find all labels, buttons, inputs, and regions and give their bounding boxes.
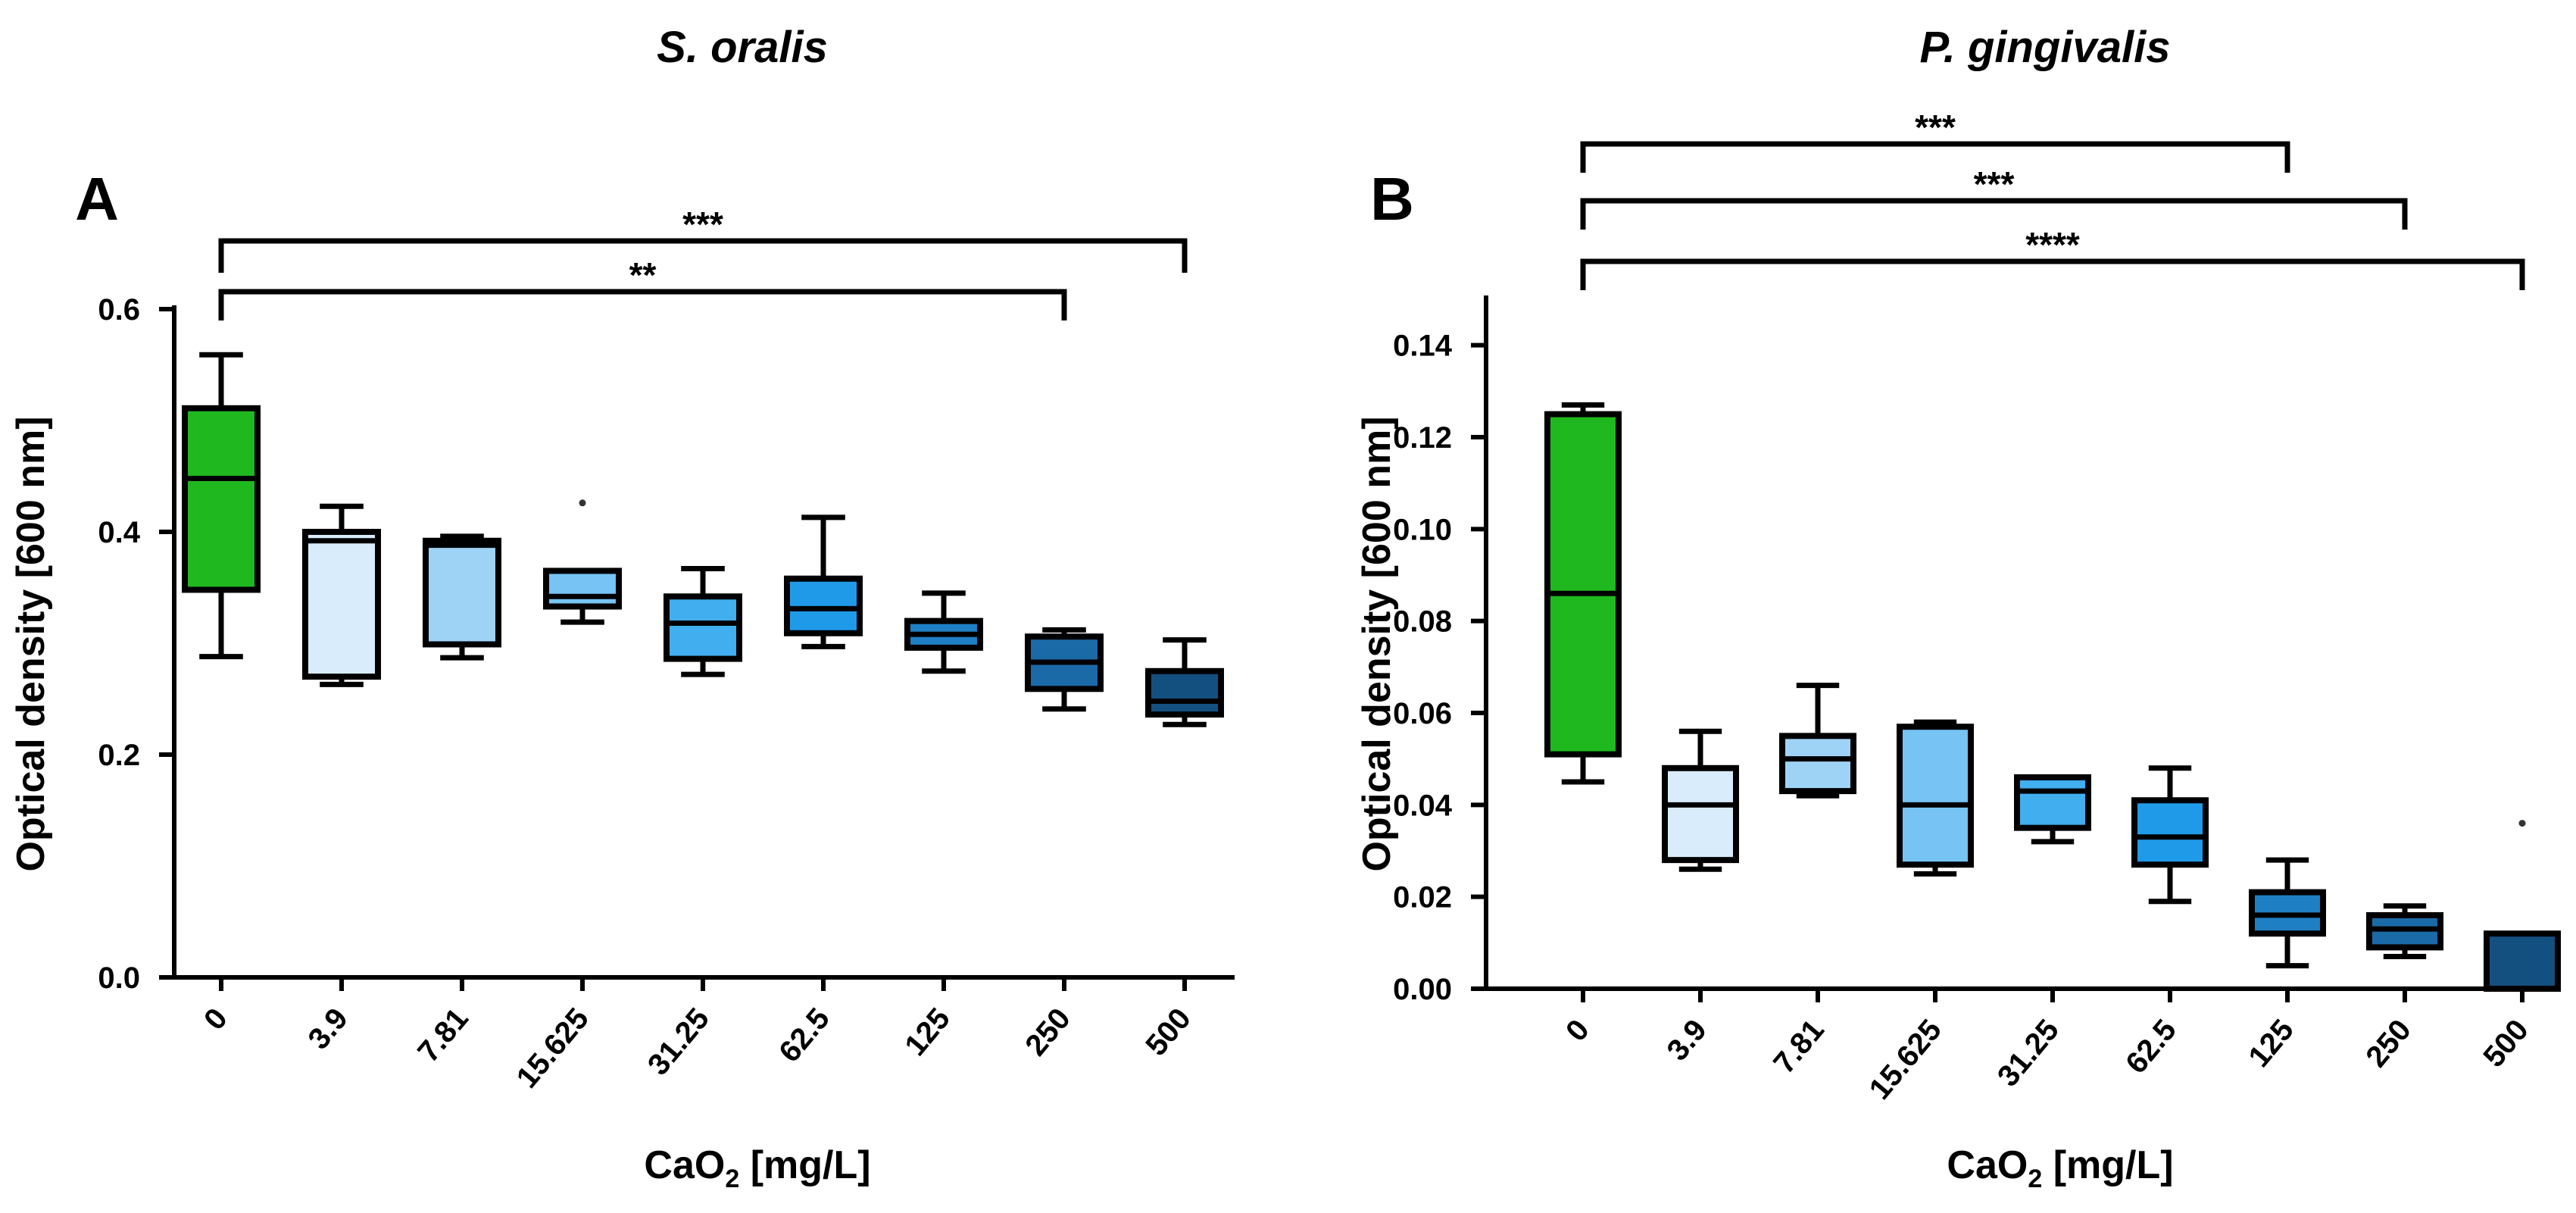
iqr-box [2131,797,2209,868]
panel-letter: B [1370,165,1414,233]
x-tick-label: 31.25 [642,1002,716,1082]
x-tick-label: 0 [1560,1014,1596,1048]
box-0: 0 [1544,402,1622,1048]
iqr-box [543,567,622,610]
significance-bracket: *** [1580,164,2408,230]
iqr-box [1897,724,1974,868]
iqr-box [2014,774,2091,831]
y-tick-label: 0.02 [1393,881,1452,914]
x-tick-label: 3.9 [1660,1014,1713,1068]
x-axis-label-subscript: 2 [2028,1165,2042,1193]
x-tick-label: 500 [2477,1014,2535,1074]
x-tick-label: 7.81 [1767,1014,1831,1080]
significance-label: *** [682,205,723,244]
iqr-box [1779,733,1856,795]
x-axis-label-unit: [mg/L] [2042,1143,2173,1187]
iqr-box [1145,667,1224,718]
x-axis-label-subscript: 2 [725,1165,739,1193]
box-31.25: 31.25 [1991,774,2091,1093]
chart-title: S. oralis [657,23,828,72]
x-axis-label: CaO2 [mg/L] [644,1143,870,1193]
box-250: 250 [1019,627,1104,1062]
bracket-line [218,289,1067,320]
y-tick-label: 0.0 [98,961,140,995]
y-tick-label: 0.04 [1393,789,1453,822]
x-tick-label: 7.81 [411,1002,475,1069]
box-250: 250 [2359,903,2443,1074]
iqr-box [1544,411,1622,758]
x-tick-label: 500 [1139,1002,1197,1062]
box-62.5: 62.5 [773,514,863,1069]
x-tick-label: 31.25 [1991,1014,2065,1093]
x-tick-label: 15.625 [1863,1014,1948,1106]
x-tick-label: 15.625 [511,1002,595,1095]
x-axis-label: CaO2 [mg/L] [1947,1143,2173,1193]
y-tick-label: 0.14 [1393,330,1453,363]
iqr-box [423,537,501,648]
y-tick-label: 0.08 [1393,605,1452,639]
significance-label: **** [2025,225,2080,264]
y-axis-label: Optical density [600 nm] [9,416,53,871]
box-0: 0 [182,352,261,1036]
box-15.625: 15.625 [1863,719,1974,1106]
panel-letter: A [75,165,119,233]
y-tick-label: 0.00 [1393,973,1452,1006]
x-tick-label: 62.5 [773,1002,836,1069]
significance-label: *** [1974,164,2015,204]
box-500: 500 [1139,637,1224,1062]
iqr-box [784,575,863,636]
x-axis-label-base: CaO [644,1143,725,1187]
iqr-box [302,529,381,680]
box-62.5: 62.5 [2119,765,2209,1080]
iqr-box [2484,930,2561,992]
x-tick-label: 0 [198,1002,234,1036]
outlier-point [579,499,586,507]
significance-label: ** [629,255,657,295]
y-tick-label: 0.10 [1393,513,1452,546]
significance-bracket: *** [1580,108,2290,173]
y-tick-label: 0.4 [98,516,140,549]
x-tick-label: 62.5 [2119,1014,2183,1080]
y-tick-label: 0.6 [98,293,140,327]
bracket-line [1580,258,2525,290]
iqr-box [182,405,261,593]
x-tick-label: 250 [2359,1014,2418,1074]
x-tick-label: 250 [1019,1002,1077,1062]
significance-bracket: ** [218,255,1067,320]
panel-b: P. gingivalis B 0.00 0.02 0.04 0.06 0.08 0.10 0.… [1355,23,2561,1193]
significance-label: *** [1915,108,1956,147]
chart-title: P. gingivalis [1920,23,2171,72]
x-axis-label-unit: [mg/L] [739,1143,870,1187]
box-7.81: 7.81 [1767,683,1856,1080]
box-125: 125 [2242,857,2326,1074]
x-axis-label-base: CaO [1947,1143,2028,1187]
bracket-line [1580,141,2290,173]
box-500: 500 [2477,820,2561,1074]
iqr-box [664,593,742,662]
bracket-line [218,238,1188,273]
x-tick-label: 125 [898,1002,957,1062]
bracket-line [1580,198,2408,230]
box-125: 125 [898,590,983,1062]
box-3.9: 3.9 [301,503,381,1056]
y-tick-label: 0.12 [1393,421,1452,455]
y-tick-label: 0.2 [98,739,140,772]
significance-bracket: **** [1580,225,2525,290]
panel-a: S. oralis A 0.0 0.2 0.4 0.6 Optical density [6… [9,23,1235,1193]
outlier-point [2518,820,2526,827]
box-31.25: 31.25 [642,566,742,1082]
box-7.81: 7.81 [411,533,501,1069]
y-axis-label: Optical density [600 nm] [1355,416,1399,871]
iqr-box [1662,764,1739,864]
significance-bracket: *** [218,205,1188,273]
y-tick-label: 0.06 [1393,697,1452,730]
x-tick-label: 125 [2242,1014,2300,1074]
box-15.625: 15.625 [511,499,622,1095]
box-3.9: 3.9 [1660,728,1739,1068]
x-tick-label: 3.9 [301,1002,354,1056]
